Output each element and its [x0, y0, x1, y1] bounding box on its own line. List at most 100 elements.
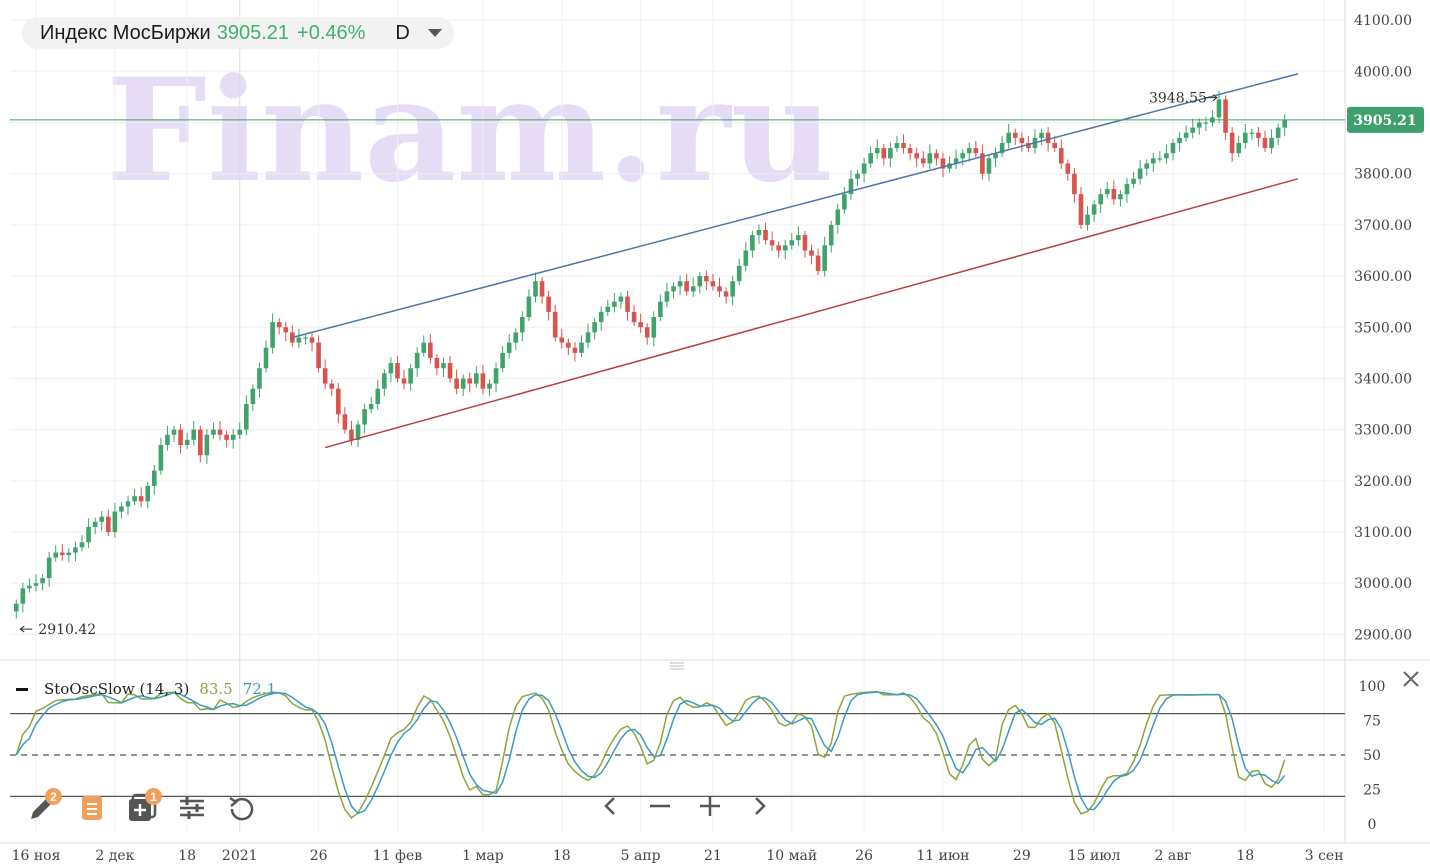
candle-body — [1256, 132, 1261, 138]
candle — [474, 366, 479, 388]
candle-body — [66, 552, 72, 556]
chart-navigation — [585, 788, 785, 824]
candle-body — [947, 163, 952, 169]
candle-body — [1026, 142, 1031, 149]
candle-body — [868, 153, 873, 164]
candle — [914, 147, 919, 168]
candle — [1118, 190, 1123, 207]
candle — [546, 290, 551, 321]
add-count-badge: 1 — [145, 788, 162, 805]
candle — [1006, 124, 1011, 149]
candle-body — [349, 429, 354, 440]
candle-body — [881, 148, 887, 159]
candle — [125, 495, 131, 516]
scroll-right-button[interactable] — [735, 788, 785, 824]
candle-body — [283, 327, 289, 333]
price-tick-label: 3700.00 — [1354, 218, 1412, 234]
candle — [408, 364, 413, 391]
high-annotation: 3948.55 — [1149, 91, 1207, 107]
candle-body — [178, 429, 183, 445]
candle — [736, 258, 742, 286]
add-layer-icon — [129, 793, 157, 821]
zoom-out-button[interactable] — [635, 788, 685, 824]
drawing-toolbar: 2 1 — [22, 788, 272, 828]
candle — [960, 149, 965, 166]
instrument-header[interactable]: Индекс МосБиржи 3905.21 +0.46% D — [22, 17, 454, 49]
candle — [756, 224, 762, 244]
settings-button[interactable] — [172, 788, 212, 828]
candle-body — [980, 153, 985, 174]
chevron-down-icon[interactable] — [427, 29, 442, 37]
zoom-in-button[interactable] — [685, 788, 735, 824]
reset-button[interactable] — [222, 788, 262, 828]
candle — [211, 422, 216, 439]
draw-tool-button[interactable]: 2 — [22, 788, 62, 828]
high-arrow — [1204, 94, 1218, 102]
candle — [1058, 139, 1064, 170]
candle — [579, 335, 584, 357]
date-tick-label: 26 — [310, 848, 328, 864]
candle — [868, 146, 873, 168]
candle — [92, 517, 98, 535]
candle — [993, 147, 998, 168]
candle — [40, 574, 45, 591]
candle — [664, 282, 670, 308]
date-tick-label: 29 — [1013, 848, 1031, 864]
candle — [500, 345, 505, 373]
candle-body — [171, 429, 177, 435]
candle-body — [1216, 99, 1222, 118]
candle — [171, 425, 177, 442]
candle-body — [1157, 158, 1163, 160]
candle — [526, 289, 532, 322]
candle-body — [434, 357, 440, 369]
candle-body — [336, 388, 341, 415]
scroll-left-button[interactable] — [585, 788, 635, 824]
indicator-k-value: 83.5 — [199, 680, 233, 698]
candle — [697, 271, 703, 294]
candle — [612, 292, 617, 313]
candle-body — [815, 255, 821, 271]
indicator-legend[interactable]: StoOscSlow (14, 3) 83.5 72.1 — [16, 680, 276, 698]
candle-body — [211, 429, 216, 435]
stoch-d-line — [15, 691, 1286, 815]
candle-body — [1085, 214, 1090, 225]
minus-icon — [650, 804, 670, 808]
candle-body — [769, 240, 775, 246]
candle-body — [105, 516, 111, 533]
candle — [1203, 116, 1209, 132]
low-arrow — [19, 625, 33, 633]
notes-button[interactable] — [72, 788, 112, 828]
trend-line-upper — [292, 73, 1299, 339]
candle-body — [460, 378, 466, 389]
candle-body — [658, 301, 663, 318]
candle — [493, 362, 499, 393]
candle — [1256, 127, 1261, 147]
candle-body — [158, 445, 164, 471]
candle-body — [671, 286, 676, 292]
indicator-line-icon — [16, 687, 28, 691]
candle-body — [579, 342, 584, 353]
add-indicator-button[interactable]: 1 — [122, 788, 162, 828]
stoch-tick-label: 0 — [1368, 817, 1377, 833]
close-icon[interactable] — [1400, 668, 1422, 690]
candle — [1269, 129, 1274, 154]
candle-body — [1249, 132, 1255, 134]
candle — [204, 429, 210, 464]
instrument-price: 3905.21 — [216, 21, 290, 44]
candle — [559, 328, 565, 349]
timeframe-label[interactable]: D — [395, 21, 410, 44]
candle — [1137, 159, 1143, 185]
candle — [368, 396, 374, 414]
candle — [1144, 159, 1149, 176]
candle — [1242, 124, 1248, 149]
candle-body — [244, 404, 249, 430]
candle — [730, 275, 735, 306]
candle-body — [539, 281, 545, 297]
candle — [1111, 180, 1117, 205]
candle — [59, 543, 65, 561]
candle-body — [198, 429, 203, 456]
candle — [789, 233, 795, 250]
candle-body — [730, 281, 735, 297]
